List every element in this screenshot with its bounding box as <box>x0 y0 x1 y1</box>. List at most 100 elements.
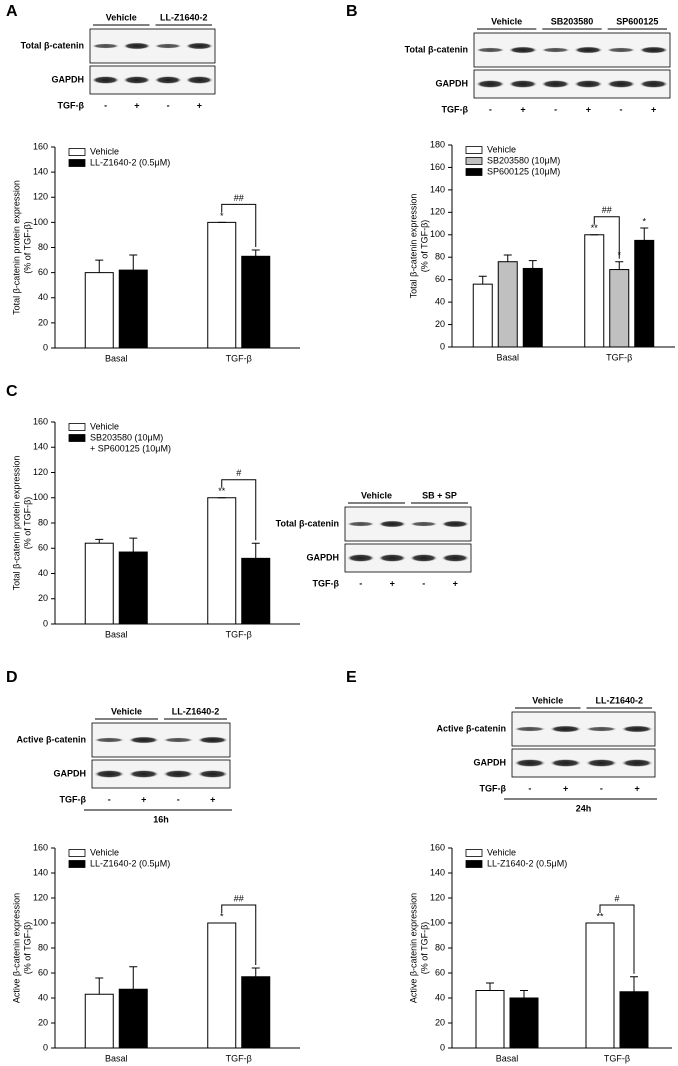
blot-band <box>513 726 546 732</box>
error-bar <box>251 542 260 559</box>
legend-label: + SP600125 (10μM) <box>90 443 171 453</box>
treatment-sign: + <box>586 104 591 114</box>
y-tick-label: 160 <box>33 842 48 852</box>
legend-swatch <box>68 860 86 868</box>
blot-band <box>185 42 214 50</box>
y-axis-label: Active β-catenin expression <box>408 893 418 1003</box>
error-bar <box>640 227 649 241</box>
blot-band <box>549 759 582 767</box>
blot-band <box>91 76 120 84</box>
legend-label: LL-Z1640-2 (0.5μM) <box>90 157 170 167</box>
time-label: 24h <box>576 803 592 813</box>
treatment-sign: - <box>177 794 180 804</box>
treatment-sign: - <box>359 578 362 588</box>
legend-label: SB203580 (10μM) <box>90 432 163 442</box>
bar <box>241 976 271 1049</box>
legend-swatch <box>68 434 86 442</box>
error-bar <box>251 967 260 977</box>
panel-letter: D <box>6 669 18 686</box>
y-tick-label: 160 <box>430 842 445 852</box>
treatment-sign: - <box>489 104 492 114</box>
blot-group-label: Vehicle <box>106 12 137 22</box>
bar <box>509 997 539 1049</box>
panel-letter: E <box>346 669 357 686</box>
legend-swatch <box>465 146 483 154</box>
treatment-sign: + <box>141 794 146 804</box>
legend-swatch <box>465 168 483 176</box>
blot-band <box>508 80 538 88</box>
treatment-label: TGF-β <box>313 578 340 588</box>
y-axis-label: Total β-catenin protein expression <box>11 180 21 315</box>
bar <box>475 990 505 1049</box>
bracket-label: # <box>614 893 619 903</box>
y-axis-label: (% of TGF-β) <box>419 220 429 273</box>
blot-band <box>346 521 375 527</box>
treatment-sign: - <box>104 100 107 110</box>
error-bar <box>95 259 104 273</box>
x-tick-label: Basal <box>105 1053 128 1063</box>
legend-label: Vehicle <box>487 144 516 154</box>
bar <box>118 551 148 625</box>
blot-group-label: LL-Z1640-2 <box>172 706 220 716</box>
error-bar <box>528 260 537 269</box>
treatment-label: TGF-β <box>442 104 469 114</box>
treatment-sign: + <box>453 578 458 588</box>
bar <box>497 261 518 348</box>
treatment-sign: + <box>197 100 202 110</box>
y-axis-label: (% of TGF-β) <box>22 922 32 975</box>
significance: * <box>642 216 646 226</box>
y-tick-label: 40 <box>38 992 48 1002</box>
blot-group-label: LL-Z1640-2 <box>160 12 208 22</box>
y-tick-label: 120 <box>33 892 48 902</box>
legend-label: Vehicle <box>90 421 119 431</box>
y-tick-label: 100 <box>430 917 445 927</box>
y-tick-label: 0 <box>43 342 48 352</box>
legend-label: SP600125 (10μM) <box>487 166 560 176</box>
blot-group-label: Vehicle <box>111 706 142 716</box>
bracket <box>593 216 620 259</box>
legend-swatch <box>465 860 483 868</box>
y-tick-label: 80 <box>435 252 445 262</box>
bar <box>585 922 615 1049</box>
blot-band <box>162 770 194 778</box>
y-tick-label: 100 <box>33 917 48 927</box>
blot-band <box>378 520 407 528</box>
blot-band <box>409 521 438 527</box>
treatment-sign: - <box>620 104 623 114</box>
blot-band <box>409 554 438 562</box>
legend-swatch <box>465 849 483 857</box>
blot-band <box>475 80 506 88</box>
error-bar <box>478 275 487 285</box>
significance: ** <box>218 486 226 496</box>
y-tick-label: 120 <box>430 892 445 902</box>
y-tick-label: 60 <box>38 543 48 553</box>
bracket-label: ## <box>234 193 244 203</box>
blot-band <box>154 76 183 84</box>
bracket <box>221 479 257 541</box>
blot-band <box>93 737 125 743</box>
panel-letter: A <box>6 3 18 20</box>
y-tick-label: 160 <box>430 162 445 172</box>
y-tick-label: 20 <box>435 319 445 329</box>
treatment-sign: + <box>134 100 139 110</box>
blot-row-label: GAPDH <box>53 768 86 778</box>
y-tick-label: 160 <box>33 416 48 426</box>
error-bar <box>129 537 138 553</box>
blot-row-label: Total β-catenin <box>276 518 339 528</box>
blot-row-label: GAPDH <box>306 552 339 562</box>
blot-band <box>91 43 120 49</box>
blot-band <box>122 42 151 50</box>
y-axis-label: (% of TGF-β) <box>22 221 32 274</box>
x-tick-label: TGF-β <box>604 1053 630 1063</box>
y-axis-label: Total β-catenin expression <box>408 194 418 299</box>
y-tick-label: 140 <box>33 167 48 177</box>
blot-group-label: LL-Z1640-2 <box>595 695 643 705</box>
y-tick-label: 80 <box>435 942 445 952</box>
blot-row-label: Active β-catenin <box>436 723 506 733</box>
blot-band <box>621 725 654 733</box>
y-axis-label: (% of TGF-β) <box>22 497 32 550</box>
y-axis-label: Active β-catenin expression <box>11 893 21 1003</box>
y-axis-label: (% of TGF-β) <box>419 922 429 975</box>
bracket-label: # <box>236 468 241 478</box>
y-tick-label: 120 <box>430 207 445 217</box>
